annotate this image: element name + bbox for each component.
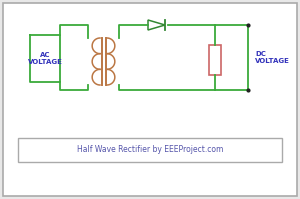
Text: Half Wave Rectifier by EEEProject.com: Half Wave Rectifier by EEEProject.com [77,145,223,154]
Text: AC
VOLTAGE: AC VOLTAGE [28,52,62,65]
Text: DC
VOLTAGE: DC VOLTAGE [255,51,290,64]
Bar [209,45,221,75]
Bar [18,138,282,162]
